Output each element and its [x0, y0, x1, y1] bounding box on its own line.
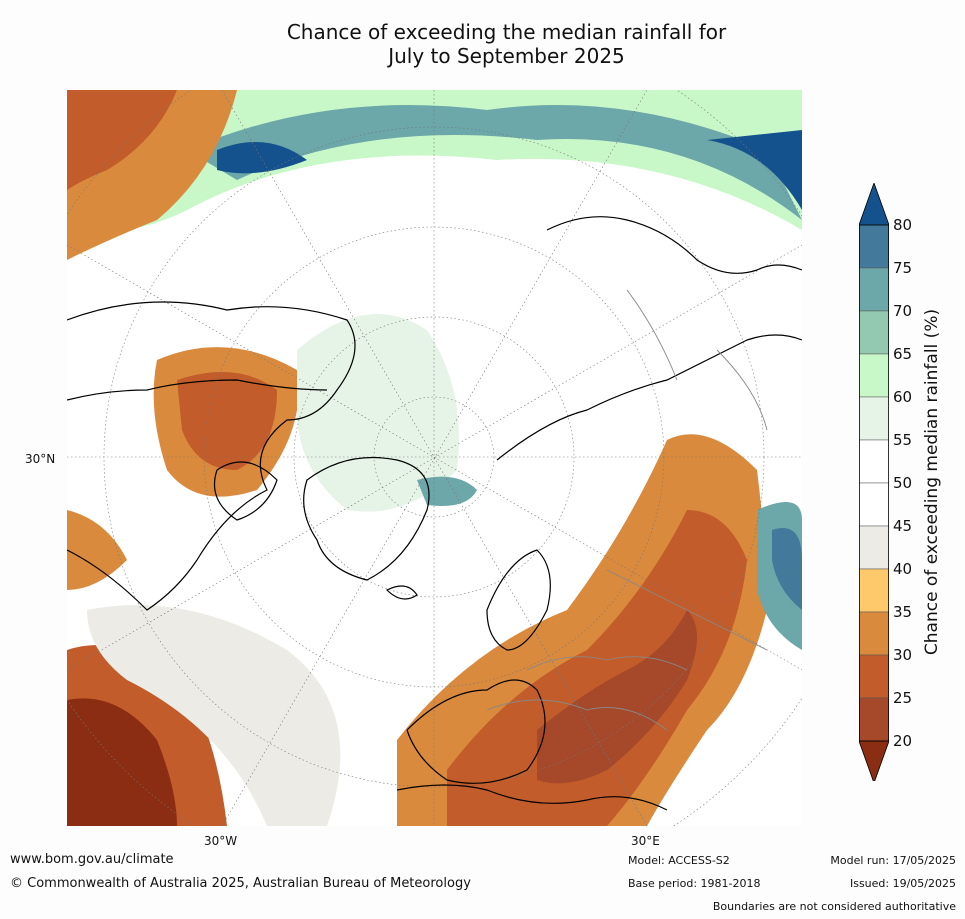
colorbar-tick-label: 50: [893, 474, 913, 492]
model-run-text: Model run: 17/05/2025: [830, 854, 956, 867]
neutral-grey: [87, 605, 341, 826]
lon-label-30e: 30°E: [631, 834, 660, 848]
dry-southwest-core: [67, 698, 177, 826]
graticule: [67, 90, 802, 826]
coast-north-america: [67, 301, 356, 611]
wet-band-north-blue: [187, 105, 802, 220]
dry-northwest-core: [67, 90, 177, 190]
coast-eurasia-north: [496, 334, 802, 461]
colorbar-tick-label: 60: [893, 388, 913, 406]
wet-core-northeast: [707, 130, 802, 210]
colorbar-tick-label: 40: [893, 560, 913, 578]
colorbar-bin: [859, 525, 889, 570]
chart-title: Chance of exceeding the median rainfall …: [0, 20, 965, 68]
title-line-2: July to September 2025: [388, 44, 625, 68]
colorbar-bin: [859, 224, 889, 269]
colorbar-bin: [859, 654, 889, 699]
colorbar-extend-min: [859, 740, 889, 781]
coastlines: [67, 216, 802, 811]
colorbar-tick-label: 55: [893, 431, 913, 449]
boundaries-note: Boundaries are not considered authoritat…: [712, 900, 956, 913]
dry-europe-asia-deep: [537, 610, 697, 784]
dry-west-edge: [67, 510, 127, 590]
colorbar-bin: [859, 396, 889, 441]
title-line-1: Chance of exceeding the median rainfall …: [286, 20, 727, 44]
colorbar: [859, 183, 889, 781]
lat-label-30n: 30°N: [25, 452, 56, 466]
colorbar-title: Chance of exceeding median rainfall (%): [922, 308, 942, 656]
colorbar-tick-label: 45: [893, 517, 913, 535]
colorbar-bin: [859, 568, 889, 613]
lon-label-30w: 30°W: [204, 834, 238, 848]
colorbar-bin: [859, 697, 889, 742]
colorbar-tick-label: 65: [893, 345, 913, 363]
colorbar-tick-label: 35: [893, 603, 913, 621]
wet-east-core: [772, 528, 802, 610]
coast-europe: [406, 679, 546, 784]
coast-greenland: [303, 456, 430, 581]
wet-arctic-core: [417, 476, 477, 506]
colorbar-tick-label: 30: [893, 646, 913, 664]
colorbar-extend-max: [859, 183, 889, 226]
copyright-text: © Commonwealth of Australia 2025, Austra…: [10, 876, 471, 891]
colorbar-bin: [859, 353, 889, 398]
colorbar-tick-label: 75: [893, 259, 913, 277]
coast-alaska: [67, 379, 328, 401]
colorbar-outline: [859, 224, 889, 742]
coast-mediterranean: [396, 784, 668, 811]
coast-siberia-east: [546, 216, 802, 274]
colorbar-tick-label: 80: [893, 216, 913, 234]
colorbar-bin: [859, 439, 889, 484]
coast-scandinavia: [486, 549, 551, 651]
wet-core-north: [217, 142, 307, 174]
website-link[interactable]: www.bom.gov.au/climate: [10, 852, 174, 867]
colorbar-tick-label: 20: [893, 732, 913, 750]
coast-iceland: [385, 585, 418, 600]
dry-europe-asia-core: [447, 510, 747, 826]
country-boundaries: [486, 289, 768, 731]
issued-text: Issued: 19/05/2025: [849, 877, 956, 890]
dry-north-america-core: [177, 372, 277, 470]
base-period-text: Base period: 1981-2018: [628, 877, 761, 890]
colorbar-bin: [859, 267, 889, 312]
map-svg: [67, 90, 802, 826]
colorbar-tick-label: 70: [893, 302, 913, 320]
colorbar-tick-label: 25: [893, 689, 913, 707]
colorbar-bin: [859, 482, 889, 527]
wet-arctic: [297, 314, 459, 512]
model-text: Model: ACCESS-S2: [628, 854, 730, 867]
coast-hudson: [213, 461, 278, 521]
map-panel: [67, 90, 802, 826]
colorbar-bin: [859, 611, 889, 656]
colorbar-bin: [859, 310, 889, 355]
